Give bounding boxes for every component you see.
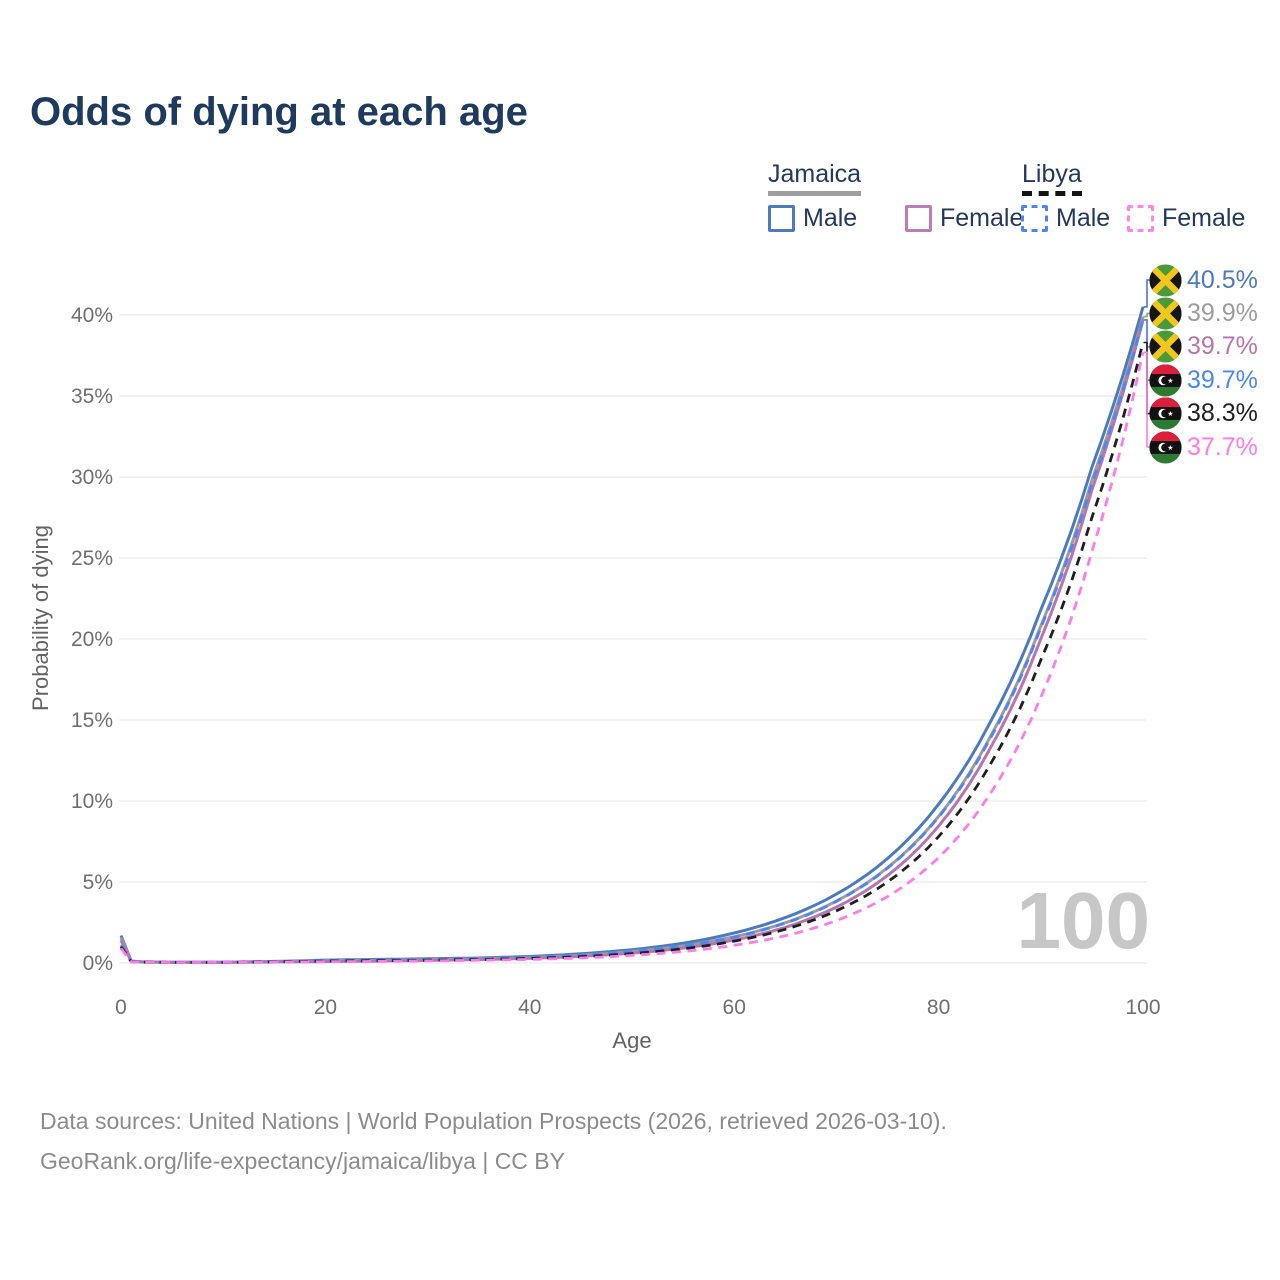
legend-label: Male xyxy=(803,204,858,232)
series-line xyxy=(119,306,1145,964)
y-axis-ticks: 0% 5% 10% 15% 20% 25% 30% 35% 40% xyxy=(71,304,113,975)
series-line xyxy=(119,319,1145,964)
y-tick-label: 25% xyxy=(71,547,113,570)
legend-label: Female xyxy=(940,204,1024,232)
legend-group-jamaica: Jamaica xyxy=(768,160,862,196)
series-line xyxy=(119,342,1145,964)
y-tick-label: 30% xyxy=(71,466,113,489)
y-tick-label: 0% xyxy=(83,952,113,975)
label-connector xyxy=(1143,279,1151,308)
y-tick-label: 10% xyxy=(71,790,113,813)
legend-item-jamaica-male: Male xyxy=(768,204,857,233)
x-tick-label: 0 xyxy=(115,996,127,1019)
x-tick-label: 80 xyxy=(927,996,950,1019)
series-line xyxy=(119,319,1145,964)
label-connectors xyxy=(1143,279,1151,448)
x-tick-label: 40 xyxy=(518,996,541,1019)
label-connector xyxy=(1143,351,1151,448)
y-tick-label: 35% xyxy=(71,385,113,408)
jamaica-male-checkbox[interactable] xyxy=(768,205,795,232)
legend-group-libya: Libya xyxy=(1022,160,1082,196)
x-tick-label: 60 xyxy=(723,996,746,1019)
label-connector xyxy=(1143,312,1151,318)
y-tick-label: 20% xyxy=(71,628,113,651)
legend-item-libya-male: Male xyxy=(1021,204,1110,233)
y-tick-label: 40% xyxy=(71,304,113,327)
libya-female-checkbox[interactable] xyxy=(1127,205,1154,232)
x-axis-title: Age xyxy=(612,1028,651,1053)
y-axis-title: Probability of dying xyxy=(28,525,53,711)
libya-male-checkbox[interactable] xyxy=(1021,205,1048,232)
chart-title: Odds of dying at each age xyxy=(30,90,528,134)
legend-item-jamaica-female: Female xyxy=(905,204,1023,233)
legend-label: Female xyxy=(1162,204,1246,232)
x-tick-label: 20 xyxy=(314,996,337,1019)
footer-attribution: GeoRank.org/life-expectancy/jamaica/liby… xyxy=(40,1148,565,1174)
series-line xyxy=(119,351,1145,964)
data-series xyxy=(119,306,1145,964)
footer-sources: Data sources: United Nations | World Pop… xyxy=(40,1108,947,1134)
legend-item-libya-female: Female xyxy=(1127,204,1245,233)
y-tick-label: 5% xyxy=(83,871,113,894)
jamaica-female-checkbox[interactable] xyxy=(905,205,932,232)
x-axis-ticks: 0 20 40 60 80 100 xyxy=(115,996,1160,1019)
legend-label: Male xyxy=(1056,204,1111,232)
gridlines xyxy=(119,314,1147,964)
y-tick-label: 15% xyxy=(71,709,113,732)
age-watermark: 100 xyxy=(1017,876,1150,965)
x-tick-label: 100 xyxy=(1125,996,1160,1019)
